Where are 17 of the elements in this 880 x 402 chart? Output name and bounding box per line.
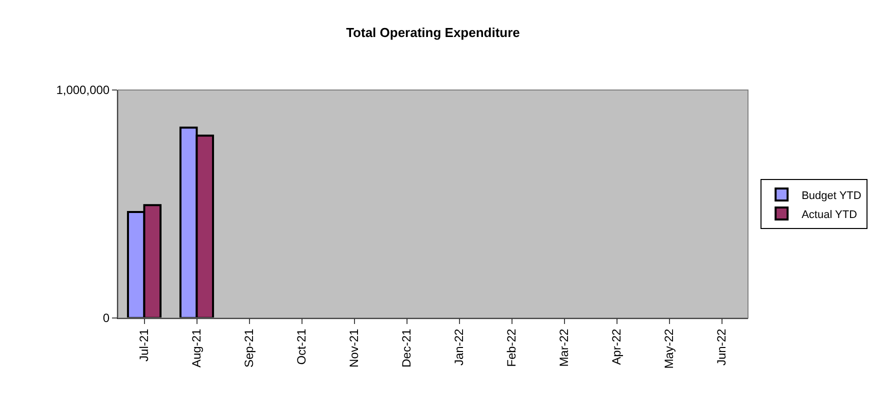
y-tick-label: 0: [102, 311, 110, 326]
chart-title: Total Operating Expenditure: [346, 25, 520, 40]
x-tick-label: Apr-22: [610, 328, 624, 365]
y-tick-label: 1,000,000: [56, 83, 110, 98]
x-tick-label: Oct-21: [294, 328, 309, 365]
x-tick-label: May-22: [662, 328, 676, 369]
legend-label: Actual YTD: [802, 208, 858, 221]
legend-label: Budget YTD: [802, 190, 862, 202]
x-tick-label: Jun-22: [714, 328, 729, 366]
x-tick-label: Dec-21: [400, 328, 414, 368]
x-tick-label: Jul-21: [137, 328, 152, 362]
x-tick-label: Aug-21: [190, 328, 204, 368]
x-tick-label: Mar-22: [557, 328, 572, 367]
x-tick-label: Feb-22: [504, 328, 519, 367]
x-tick-label: Jan-22: [452, 328, 466, 366]
x-tick-label: Nov-21: [347, 328, 362, 368]
x-tick-label: Sep-21: [242, 328, 256, 368]
